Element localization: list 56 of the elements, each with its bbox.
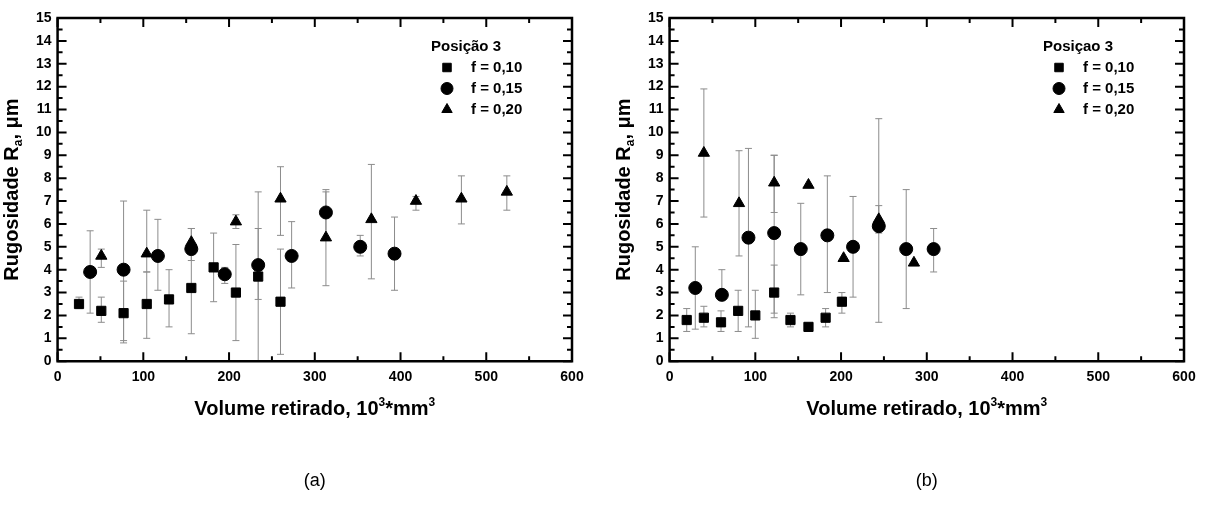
legend-label: f = 0,15 <box>471 78 523 96</box>
y-tick-label: 9 <box>43 146 52 163</box>
y-tick-label: 14 <box>647 31 664 48</box>
y-tick-label: 4 <box>655 260 664 277</box>
x-tick-label: 400 <box>1000 368 1025 385</box>
x-tick-label: 100 <box>131 368 156 385</box>
x-tick-label: 100 <box>743 368 768 385</box>
y-tick-label: 7 <box>43 191 52 208</box>
y-tick-label: 8 <box>43 169 52 186</box>
legend-label: f = 0,20 <box>1083 99 1135 117</box>
y-tick-label: 6 <box>655 214 664 231</box>
y-tick-label: 13 <box>647 54 664 71</box>
y-tick-label: 2 <box>43 306 52 323</box>
legend-label: f = 0,10 <box>471 57 523 75</box>
y-tick-label: 2 <box>655 306 664 323</box>
x-tick-label: 500 <box>474 368 499 385</box>
y-tick-label: 3 <box>43 283 52 300</box>
legend-label: f = 0,10 <box>1083 57 1135 75</box>
y-tick-label: 4 <box>43 260 52 277</box>
y-tick-label: 8 <box>655 169 664 186</box>
y-tick-label: 15 <box>35 8 52 25</box>
x-tick-label: 500 <box>1086 368 1111 385</box>
y-tick-label: 10 <box>647 123 664 140</box>
y-tick-label: 11 <box>36 100 52 117</box>
x-tick-label: 300 <box>303 368 327 385</box>
y-axis-title: Rugosidade Ra, μm <box>612 98 637 281</box>
y-tick-label: 1 <box>43 329 52 346</box>
text: (b) <box>915 470 938 491</box>
x-tick-label: 300 <box>915 368 939 385</box>
y-tick-label: 9 <box>655 146 664 163</box>
x-tick-label: 600 <box>1172 368 1196 385</box>
y-axis-title: Rugosidade Ra, μm <box>0 98 25 281</box>
x-tick-label: 200 <box>829 368 853 385</box>
y-tick-label: 15 <box>647 8 664 25</box>
y-tick-label: 12 <box>647 77 664 94</box>
y-tick-label: 0 <box>43 352 52 369</box>
x-tick-label: 400 <box>388 368 413 385</box>
y-tick-label: 11 <box>648 100 664 117</box>
y-tick-label: 5 <box>655 237 664 254</box>
y-tick-label: 14 <box>35 31 52 48</box>
y-tick-label: 10 <box>35 123 52 140</box>
y-tick-label: 1 <box>655 329 664 346</box>
legend-title: Posição 3 <box>431 36 502 54</box>
x-tick-label: 200 <box>217 368 241 385</box>
x-tick-label: 600 <box>560 368 584 385</box>
legend-label: f = 0,15 <box>1083 78 1135 96</box>
y-tick-label: 7 <box>655 191 664 208</box>
y-tick-label: 6 <box>43 214 52 231</box>
legend-label: f = 0,20 <box>471 99 523 117</box>
y-tick-label: 12 <box>35 77 52 94</box>
y-tick-label: 0 <box>655 352 664 369</box>
y-tick-label: 5 <box>43 237 52 254</box>
legend-title: Posiçao 3 <box>1043 36 1114 54</box>
text: (a) <box>303 470 326 491</box>
y-tick-label: 13 <box>35 54 52 71</box>
y-tick-label: 3 <box>655 283 664 300</box>
